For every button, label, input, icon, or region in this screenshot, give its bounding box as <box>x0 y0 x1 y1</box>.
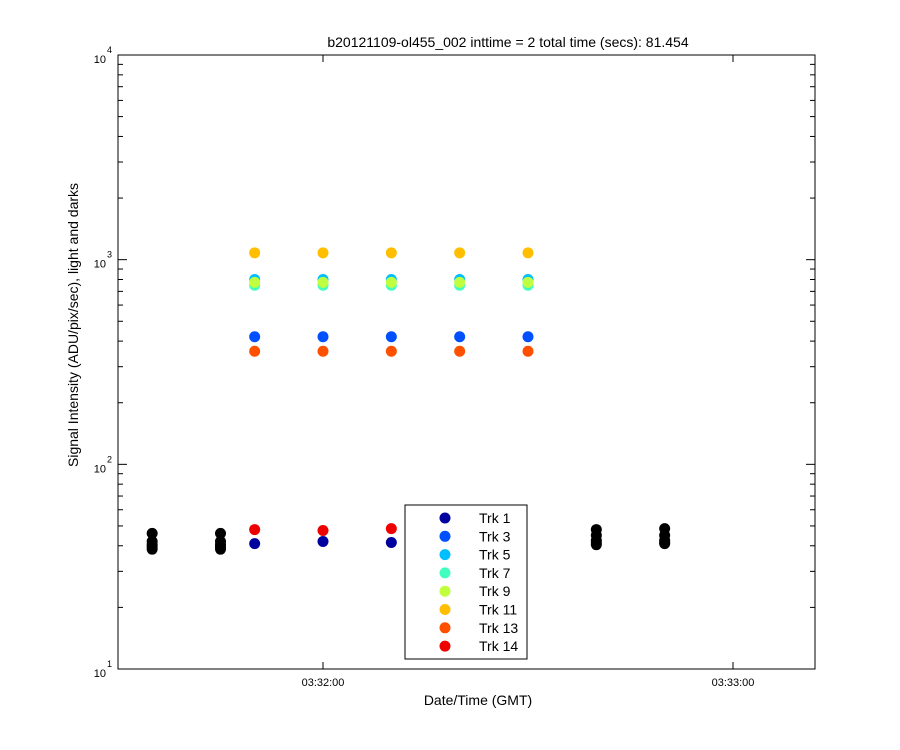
chart-title: b20121109-ol455_002 inttime = 2 total ti… <box>327 34 688 50</box>
legend-marker <box>439 585 451 597</box>
legend-marker <box>439 622 451 634</box>
dark-point <box>590 539 602 551</box>
series-point-trk-11 <box>249 247 261 259</box>
legend-label: Trk 5 <box>479 547 511 563</box>
y-axis-label: Signal Intensity (ADU/pix/sec), light an… <box>65 183 81 467</box>
legend-marker <box>439 640 451 652</box>
series-point-trk-9 <box>317 276 329 288</box>
dark-point <box>215 543 226 555</box>
legend-marker <box>439 512 451 524</box>
series-point-trk-11 <box>454 247 466 259</box>
series-point-trk-1 <box>249 538 261 550</box>
legend-label: Trk 14 <box>479 638 518 654</box>
y-tick-exponent: 3 <box>107 250 112 260</box>
legend-label: Trk 7 <box>479 565 511 581</box>
y-tick-exponent: 2 <box>107 454 112 464</box>
series-point-trk-9 <box>522 276 534 288</box>
series-point-trk-13 <box>454 345 466 357</box>
legend-label: Trk 13 <box>479 620 518 636</box>
series-point-trk-11 <box>385 247 397 259</box>
legend-label: Trk 11 <box>479 602 517 618</box>
series-point-trk-13 <box>522 345 534 357</box>
x-axis-label: Date/Time (GMT) <box>424 692 532 708</box>
dark-point <box>146 543 158 555</box>
series-point-trk-3 <box>317 331 329 343</box>
y-tick-label: 10 <box>94 463 106 475</box>
legend-marker <box>439 567 451 579</box>
legend-label: Trk 1 <box>479 510 511 526</box>
y-tick-exponent: 1 <box>107 659 112 669</box>
series-point-trk-14 <box>385 523 397 535</box>
series-point-trk-13 <box>385 345 397 357</box>
series-point-trk-1 <box>385 537 397 549</box>
dark-point <box>215 527 226 539</box>
series-point-trk-13 <box>249 345 261 357</box>
y-tick-exponent: 4 <box>107 45 112 55</box>
series-point-trk-3 <box>249 331 261 343</box>
series-point-trk-9 <box>454 276 466 288</box>
legend-marker <box>439 530 451 542</box>
x-tick-label: 03:32:00 <box>302 677 345 689</box>
plot-frame <box>117 54 816 670</box>
series-point-trk-9 <box>249 276 261 288</box>
series-point-trk-3 <box>385 331 397 343</box>
x-tick-label: 03:33:00 <box>712 677 755 689</box>
series-point-trk-11 <box>522 247 534 259</box>
legend-box <box>404 504 528 660</box>
y-tick-label: 10 <box>94 54 106 66</box>
series-point-trk-1 <box>317 535 329 547</box>
dark-point <box>146 527 158 539</box>
legend: Trk 1 Trk 3 Trk 5 Trk 7 Trk 9 Trk 11 Trk 13 Trk… <box>404 504 528 660</box>
legend-marker <box>439 604 451 615</box>
series-point-trk-14 <box>249 524 261 536</box>
legend-label: Trk 9 <box>479 583 511 599</box>
series-point-trk-14 <box>317 525 329 537</box>
series-point-trk-9 <box>385 276 397 288</box>
y-tick-label: 10 <box>94 668 106 680</box>
legend-marker <box>439 549 451 561</box>
series-point-trk-3 <box>454 331 466 343</box>
legend-label: Trk 3 <box>479 528 511 544</box>
dark-point <box>659 538 671 550</box>
series-point-trk-3 <box>522 331 534 343</box>
series-point-trk-11 <box>317 247 329 259</box>
series-point-trk-13 <box>317 345 329 357</box>
y-tick-label: 10 <box>94 259 106 271</box>
